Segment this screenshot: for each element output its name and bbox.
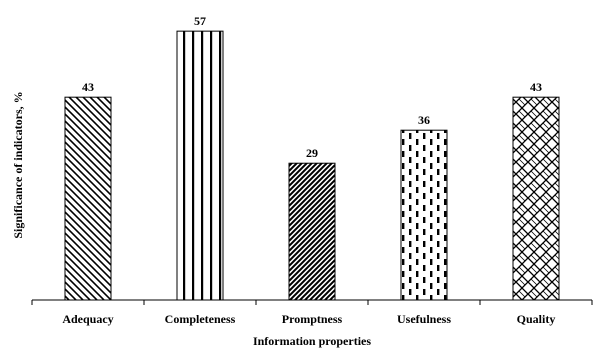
bar-usefulness: [400, 129, 448, 301]
category-label-completeness: Completeness: [165, 312, 236, 326]
category-label-promptness: Promptness: [282, 312, 343, 326]
value-label-adequacy: 43: [82, 80, 94, 94]
value-label-promptness: 29: [306, 146, 318, 160]
value-label-usefulness: 36: [418, 113, 430, 127]
bar-promptness: [288, 162, 336, 301]
bar-completeness: [176, 30, 224, 301]
bar-quality: [512, 96, 560, 301]
bar-adequacy: [64, 96, 112, 301]
x-axis-title: Information properties: [253, 334, 371, 348]
category-label-usefulness: Usefulness: [397, 312, 451, 326]
category-label-quality: Quality: [517, 312, 556, 326]
value-label-quality: 43: [530, 80, 542, 94]
y-axis-title: Significance of indicators, %: [11, 91, 25, 238]
value-label-completeness: 57: [194, 14, 206, 28]
category-label-adequacy: Adequacy: [62, 312, 113, 326]
